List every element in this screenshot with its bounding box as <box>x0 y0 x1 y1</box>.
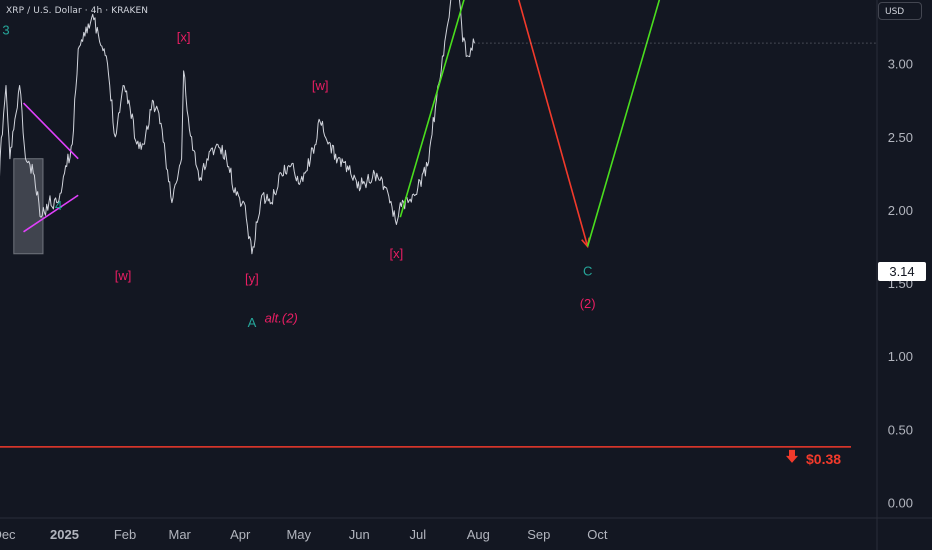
x-tick-label-6: Jun <box>349 527 370 542</box>
x-axis: Dec 2025 Feb Mar Apr May Jun Jul Aug Sep Oct <box>0 527 608 542</box>
projection-line-2 <box>586 0 661 247</box>
x-tick-label-0: Dec <box>0 527 16 542</box>
currency-button[interactable]: USD <box>878 2 922 20</box>
x-tick-label-8: Aug <box>467 527 490 542</box>
last-price-label: 3.14 <box>878 262 926 281</box>
wave-label-13: C <box>583 264 592 279</box>
x-tick-label-4: Apr <box>230 527 251 542</box>
projection-line-1 <box>517 0 589 247</box>
x-tick-label-9: Sep <box>527 527 550 542</box>
triangle-upper-line <box>22 102 79 160</box>
y-tick-label-5: 2.50 <box>888 130 913 145</box>
wave-label-0: 3 <box>2 22 9 37</box>
symbol-header: XRP / U.S. Dollar · 4h · KRAKEN <box>6 6 149 16</box>
wave-label-9: [w] <box>312 78 329 93</box>
consolidation-rect <box>13 158 44 255</box>
wave-label-1: 4 <box>55 198 62 213</box>
x-tick-label-2: Feb <box>114 527 136 542</box>
key-levels: $4.09$0.38 <box>0 446 851 467</box>
price-line <box>0 0 475 255</box>
wave-label-8: alt.(2) <box>265 311 298 326</box>
x-tick-label-3: Mar <box>168 527 191 542</box>
wave-label-5: [x] <box>177 30 191 45</box>
level-label-1: $0.38 <box>806 451 841 467</box>
price-series <box>0 0 475 255</box>
x-tick-label-7: Jul <box>410 527 427 542</box>
projection-line-0 <box>399 0 465 218</box>
y-tick-label-2: 1.00 <box>888 349 913 364</box>
x-tick-label-5: May <box>286 527 311 542</box>
triangle-lower-line <box>23 194 79 233</box>
wave-label-7: A <box>248 315 257 330</box>
y-tick-label-6: 3.00 <box>888 57 913 72</box>
triangle-pattern <box>22 102 79 233</box>
level-down-arrow-icon <box>786 449 798 463</box>
y-tick-label-1: 0.50 <box>888 422 913 437</box>
wave-label-4: [w] <box>115 268 132 283</box>
y-tick-label-0: 0.00 <box>888 496 913 511</box>
wave-label-10: [x] <box>389 246 403 261</box>
wave-labels: 34(1)5[w][x][y]Aalt.(2)[w][x]B[y]C(2)alt… <box>2 22 596 330</box>
x-tick-label-10: Oct <box>587 527 608 542</box>
y-tick-label-4: 2.00 <box>888 203 913 218</box>
wave-label-6: [y] <box>245 271 259 286</box>
projection-arrows: 33% <box>399 0 661 249</box>
x-tick-label-1: 2025 <box>50 527 79 542</box>
wave-label-14: (2) <box>580 296 596 311</box>
consolidation-box <box>13 158 44 255</box>
